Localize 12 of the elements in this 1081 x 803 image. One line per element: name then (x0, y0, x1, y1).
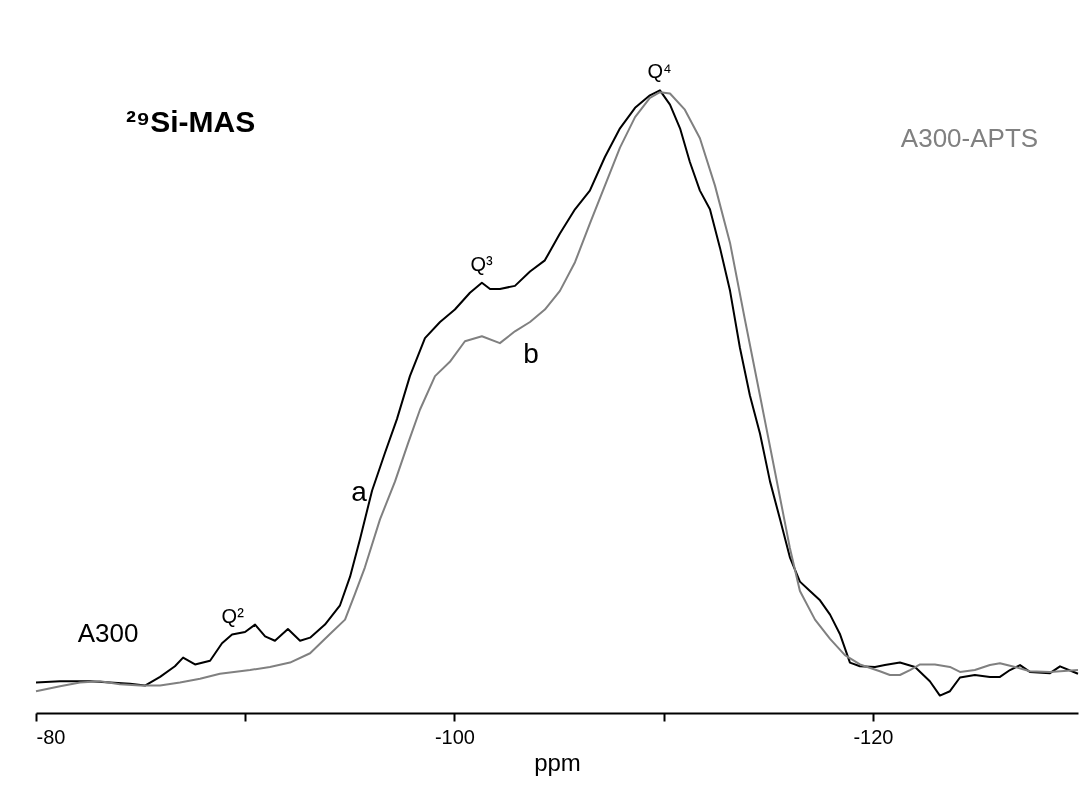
x-tick-label: -100 (434, 725, 475, 748)
x-tick-label: -120 (853, 725, 894, 748)
x-tick-label: -80 (36, 725, 66, 748)
annotation: Q⁴ (647, 60, 672, 83)
x-axis-title: ppm (534, 748, 581, 776)
annotation: b (523, 338, 539, 369)
annotation: ²⁹Si-MAS (126, 105, 256, 138)
annotation: a (351, 476, 368, 507)
annotation: Q³ (470, 252, 494, 275)
text: A300-APTS (900, 122, 1039, 153)
annotation: Q² (221, 604, 245, 627)
series-label: A300 (77, 617, 139, 648)
